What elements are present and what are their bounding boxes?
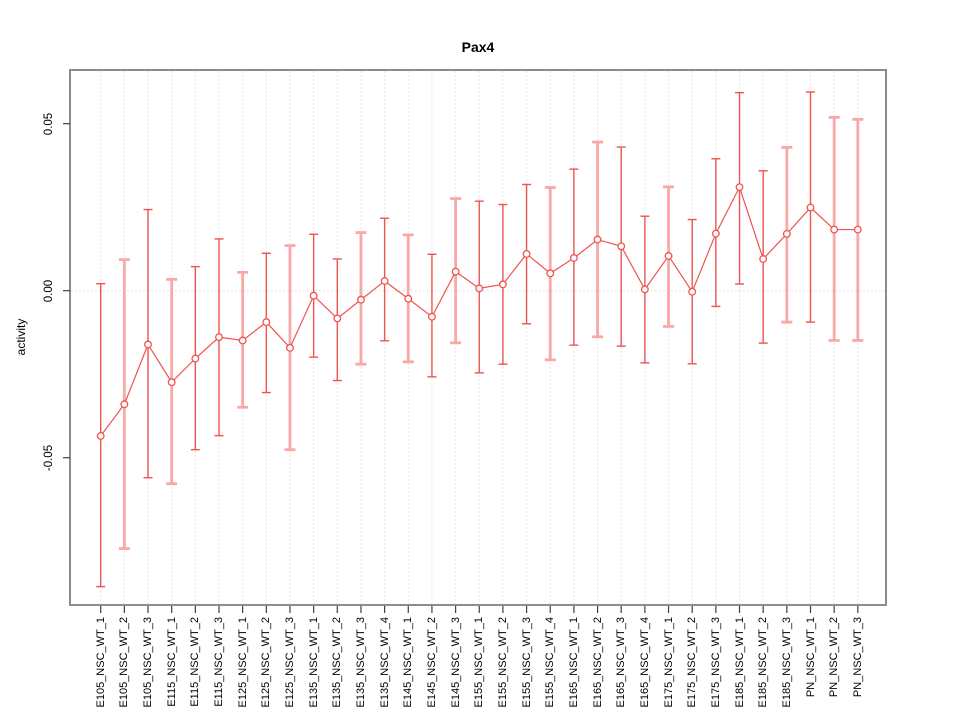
x-tick-label: E155_NSC_WT_4 — [544, 617, 557, 708]
x-tick-label: E155_NSC_WT_3 — [520, 617, 533, 708]
x-tick-label: E165_NSC_WT_1 — [567, 617, 580, 708]
x-tick-label: E185_NSC_WT_2 — [757, 617, 770, 708]
x-tick-label: E155_NSC_WT_2 — [496, 617, 509, 708]
x-tick-label: E125_NSC_WT_1 — [236, 617, 249, 708]
x-tick-label: E145_NSC_WT_3 — [449, 617, 462, 708]
data-point-marker — [96, 432, 105, 440]
x-tick-label: E185_NSC_WT_3 — [780, 617, 793, 708]
x-tick-label: E145_NSC_WT_1 — [402, 617, 415, 708]
data-point-marker — [309, 291, 318, 300]
data-point-marker — [640, 285, 649, 294]
data-point-marker — [759, 255, 768, 263]
plot-border — [69, 69, 887, 606]
data-point-marker — [404, 294, 413, 303]
y-tick-label: -0.05 — [43, 444, 55, 471]
data-point-marker — [830, 225, 839, 234]
data-point-marker — [238, 336, 247, 345]
x-tick-label: E175_NSC_WT_1 — [662, 617, 675, 708]
x-tick-label: E105_NSC_WT_3 — [142, 617, 155, 708]
x-tick-label: E115_NSC_WT_1 — [165, 617, 178, 707]
chart-title: Pax4 — [461, 39, 495, 55]
data-point-marker — [522, 250, 531, 258]
x-tick-label: E185_NSC_WT_1 — [733, 617, 746, 708]
data-point-marker — [451, 267, 460, 276]
data-point-marker — [475, 284, 484, 293]
x-tick-label: PN_NSC_WT_2 — [828, 617, 841, 698]
x-tick-label: E165_NSC_WT_2 — [591, 617, 604, 708]
data-point-marker — [853, 225, 862, 234]
data-point-marker — [546, 269, 555, 278]
x-tick-label: E165_NSC_WT_3 — [615, 617, 628, 708]
data-point-marker — [569, 254, 578, 262]
data-point-marker — [498, 280, 507, 289]
x-tick-label: E135_NSC_WT_3 — [354, 617, 367, 708]
data-point-marker — [191, 354, 200, 363]
x-tick-label: E135_NSC_WT_2 — [331, 617, 344, 708]
x-tick-label: E135_NSC_WT_4 — [378, 617, 391, 708]
data-point-marker — [782, 229, 791, 238]
x-tick-label: E135_NSC_WT_1 — [307, 617, 320, 708]
data-point-marker — [333, 314, 342, 323]
data-point-marker — [617, 242, 626, 251]
x-tick-label: E125_NSC_WT_3 — [283, 617, 296, 708]
data-point-marker — [380, 277, 389, 285]
data-point-marker — [144, 340, 152, 349]
data-point-marker — [593, 235, 602, 244]
data-point-marker — [262, 318, 271, 327]
x-tick-label: E105_NSC_WT_1 — [94, 617, 107, 708]
x-tick-label: PN_NSC_WT_1 — [804, 617, 817, 698]
data-point-marker — [120, 400, 129, 409]
x-tick-label: E105_NSC_WT_2 — [118, 617, 131, 708]
data-point-marker — [711, 229, 720, 238]
data-point-marker — [688, 287, 697, 296]
data-point-marker — [735, 183, 744, 192]
data-point-marker — [215, 333, 223, 342]
x-tick-label: E155_NSC_WT_1 — [473, 617, 486, 708]
y-tick-label: 0.05 — [43, 112, 55, 135]
data-point-marker — [167, 378, 176, 387]
x-tick-label: E175_NSC_WT_3 — [709, 617, 722, 708]
data-point-marker — [286, 343, 294, 352]
x-tick-label: PN_NSC_WT_3 — [851, 617, 864, 698]
data-point-marker — [357, 295, 365, 304]
x-tick-label: E175_NSC_WT_2 — [686, 617, 699, 708]
x-tick-label: E165_NSC_WT_4 — [638, 617, 651, 708]
x-tick-label: E145_NSC_WT_2 — [425, 617, 438, 708]
x-tick-label: E125_NSC_WT_2 — [260, 617, 273, 708]
data-point-marker — [664, 252, 673, 260]
data-point-marker — [806, 203, 815, 212]
x-tick-label: E115_NSC_WT_3 — [213, 617, 225, 707]
data-point-marker — [427, 312, 436, 321]
x-tick-label: E115_NSC_WT_2 — [189, 617, 202, 707]
y-tick-label: 0.00 — [43, 279, 55, 302]
